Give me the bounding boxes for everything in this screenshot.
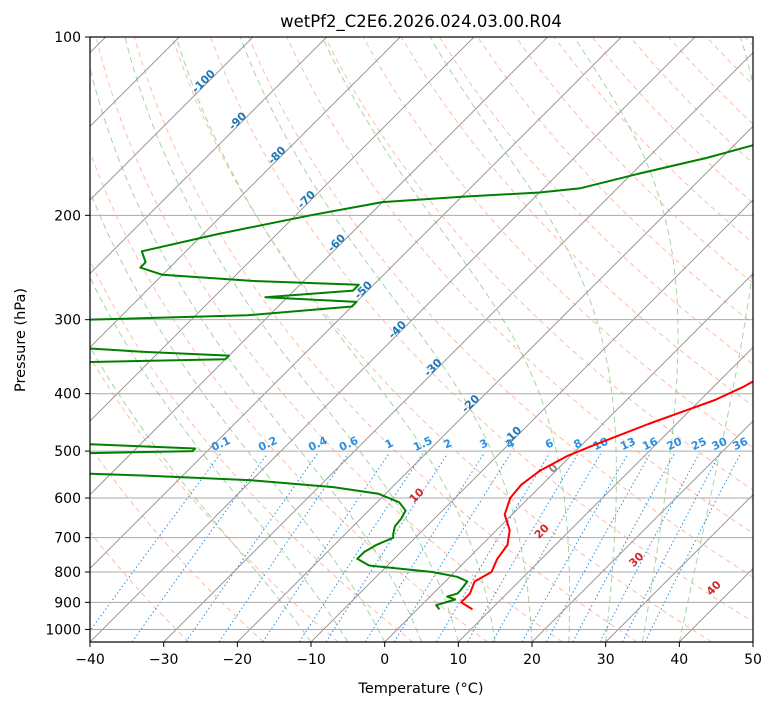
chart-title: wetPf2_C2E6.2026.024.03.00.R04 <box>280 12 562 32</box>
mixing-ratio-line <box>185 453 318 642</box>
y-tick-label: 1000 <box>45 622 81 638</box>
y-tick-label: 800 <box>54 565 81 581</box>
isotherm-line <box>90 37 696 642</box>
isotherm-line <box>90 37 549 496</box>
x-tick-label: 10 <box>449 652 467 668</box>
y-tick-label: 900 <box>54 595 81 611</box>
y-tick-label: 100 <box>54 30 81 46</box>
moist-adiabat-line <box>409 37 617 642</box>
moist-adiabat-line <box>222 37 533 642</box>
y-tick-label: 200 <box>54 208 81 224</box>
x-tick-label: 0 <box>380 652 389 668</box>
mixing-ratio-label: 25 <box>689 435 708 453</box>
mixing-ratio-label: 13 <box>618 435 637 453</box>
isotherm-line <box>605 494 753 642</box>
moist-adiabat-line <box>552 37 679 642</box>
y-tick-label: 500 <box>54 444 81 460</box>
dry-adiabat-line <box>515 37 753 284</box>
x-tick-label: −20 <box>223 652 253 668</box>
temperature-profile <box>460 380 753 611</box>
x-tick-label: −30 <box>149 652 179 668</box>
mixing-ratio-label: 20 <box>665 435 685 453</box>
x-tick-label: 50 <box>744 652 762 668</box>
isotherm-line <box>458 346 753 642</box>
moist-adiabat-line <box>159 37 496 642</box>
isotherm-line <box>163 52 753 642</box>
moist-adiabat-line <box>108 37 459 642</box>
y-tick-label: 300 <box>54 313 81 329</box>
isotherm-line <box>237 125 753 642</box>
mixing-ratio-line <box>90 453 221 632</box>
dry-adiabat-line <box>171 37 712 642</box>
mixing-ratio-line <box>572 453 675 642</box>
isotherm-line <box>90 37 622 569</box>
moist-adiabat-line <box>90 189 386 642</box>
moist-adiabat-line <box>303 37 571 642</box>
mixing-ratio-line <box>298 453 424 642</box>
y-axis: 100 200 300 400 500 600 700 800 900 1000 <box>45 30 90 638</box>
isotherm-line <box>90 37 475 422</box>
dewpoint-profile <box>90 144 753 611</box>
mixing-ratio-line <box>599 453 700 642</box>
dry-adiabat-line <box>286 37 753 534</box>
x-tick-label: 20 <box>523 652 541 668</box>
y-tick-label: 400 <box>54 387 81 403</box>
x-tick-label: −40 <box>75 652 105 668</box>
x-axis: −40 −30 −20 −10 0 10 20 30 40 50 <box>75 642 762 668</box>
x-axis-label: Temperature (°C) <box>357 681 483 697</box>
dry-adiabat-line <box>90 445 264 642</box>
mixing-ratio-label: 30 <box>710 435 730 453</box>
mixing-ratio-line <box>521 453 629 642</box>
mixing-ratio-line <box>131 453 268 642</box>
dry-adiabat-line <box>90 356 339 642</box>
isobar-grid <box>90 37 753 630</box>
isotherm-line <box>310 199 753 642</box>
x-tick-label: −10 <box>296 652 326 668</box>
mixing-ratio-label: 16 <box>640 435 660 453</box>
y-tick-label: 600 <box>54 491 81 507</box>
x-tick-label: 40 <box>670 652 688 668</box>
moist-adiabat-line <box>678 37 753 642</box>
plot-frame <box>89 36 754 643</box>
mixing-ratio-line <box>467 453 579 642</box>
profile-series <box>90 144 753 611</box>
mixing-ratio-label: 36 <box>731 435 751 453</box>
dry-adiabat-line <box>324 37 753 491</box>
dry-adiabat-line <box>362 37 753 449</box>
moist-adiabat-line <box>90 276 349 642</box>
mixing-ratio-line <box>218 453 349 642</box>
mixing-ratio-label: 10 <box>591 435 611 453</box>
dry-adiabat-line <box>438 37 753 366</box>
y-axis-label: Pressure (hPa) <box>13 288 29 392</box>
isotherm-grid <box>90 37 753 642</box>
mixing-ratio-line <box>325 453 449 642</box>
isotherm-line <box>531 420 753 642</box>
x-tick-label: 30 <box>597 652 615 668</box>
isotherm-line <box>90 37 401 348</box>
dry-adiabat-line <box>248 37 753 578</box>
y-tick-label: 700 <box>54 531 81 547</box>
